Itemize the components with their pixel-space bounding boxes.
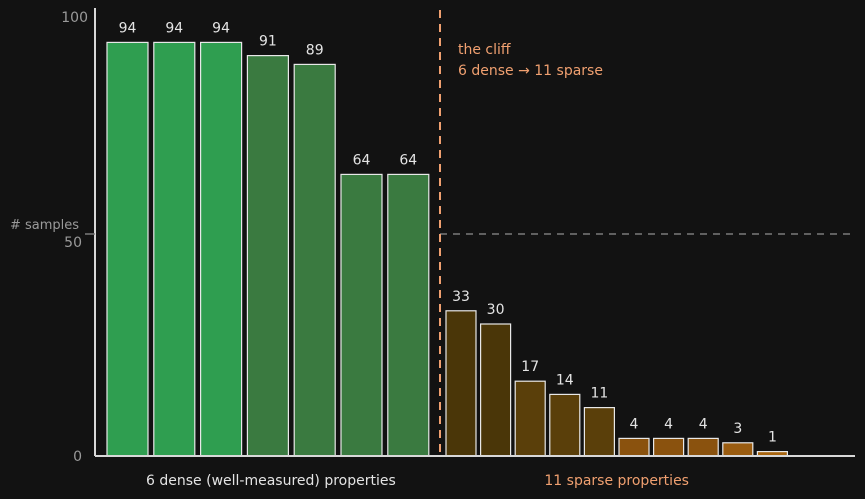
bar-5 bbox=[293, 63, 336, 457]
value-label-8: 33 bbox=[452, 289, 470, 305]
bar-1 bbox=[106, 41, 149, 457]
bar-10 bbox=[514, 380, 546, 457]
bar-14 bbox=[652, 437, 685, 457]
value-label-3: 94 bbox=[212, 20, 230, 36]
value-label-17: 1 bbox=[768, 430, 777, 446]
y-axis-label: # samples bbox=[10, 218, 79, 233]
group-label-dense: 6 dense (well-measured) properties bbox=[146, 473, 396, 489]
annotation-line-2: 6 dense → 11 sparse bbox=[458, 63, 603, 79]
y-tick-label-100: 100 bbox=[61, 10, 88, 26]
bar-8 bbox=[445, 310, 477, 457]
bars-group bbox=[106, 41, 789, 457]
bar-13 bbox=[618, 437, 650, 457]
value-label-12: 11 bbox=[590, 386, 608, 402]
value-label-10: 17 bbox=[521, 359, 539, 375]
bar-11 bbox=[549, 393, 581, 457]
value-label-7: 64 bbox=[399, 152, 417, 168]
value-label-11: 14 bbox=[556, 372, 574, 388]
value-label-6: 64 bbox=[353, 152, 371, 168]
y-tick-label-0: 0 bbox=[73, 449, 82, 465]
bar-15 bbox=[687, 437, 719, 457]
value-label-9: 30 bbox=[487, 302, 505, 318]
bar-2 bbox=[153, 41, 196, 457]
value-label-4: 91 bbox=[259, 34, 277, 50]
value-label-16: 3 bbox=[733, 421, 742, 437]
bar-3 bbox=[200, 41, 243, 457]
annotation-line-1: the cliff bbox=[458, 42, 511, 58]
bar-6 bbox=[340, 173, 383, 457]
value-label-2: 94 bbox=[165, 20, 183, 36]
bar-9 bbox=[480, 323, 512, 457]
group-label-sparse: 11 sparse properties bbox=[544, 473, 689, 489]
bar-16 bbox=[722, 442, 754, 457]
value-labels-group: 94 94 94 91 89 64 64 33 30 17 14 11 4 4 4 3 1 bbox=[119, 20, 777, 445]
value-label-14: 4 bbox=[664, 416, 673, 432]
y-tick-label-50: 50 bbox=[64, 235, 82, 251]
value-label-5: 89 bbox=[306, 42, 324, 58]
value-label-15: 4 bbox=[699, 416, 708, 432]
bar-4 bbox=[246, 54, 289, 457]
bar-12 bbox=[583, 407, 616, 457]
value-label-13: 4 bbox=[630, 416, 639, 432]
bar-7 bbox=[387, 173, 430, 457]
value-label-1: 94 bbox=[119, 20, 137, 36]
